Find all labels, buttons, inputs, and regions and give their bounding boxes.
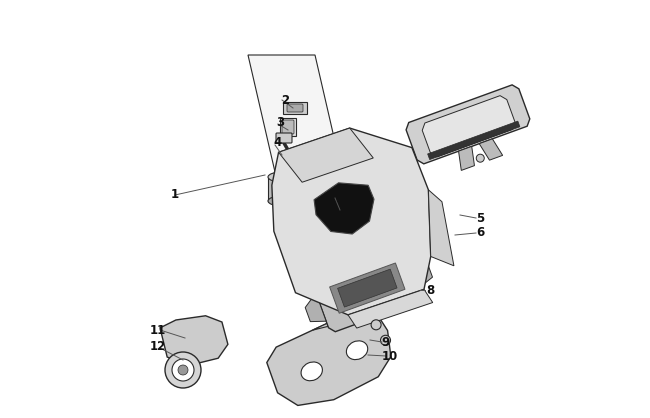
Text: 7: 7 xyxy=(334,191,342,204)
Polygon shape xyxy=(428,190,454,266)
Polygon shape xyxy=(313,248,423,332)
Polygon shape xyxy=(330,263,405,313)
Polygon shape xyxy=(410,259,432,287)
Circle shape xyxy=(178,365,188,375)
Circle shape xyxy=(371,320,381,330)
Text: 6: 6 xyxy=(476,227,484,240)
Polygon shape xyxy=(428,121,520,160)
Text: 2: 2 xyxy=(281,94,289,107)
Polygon shape xyxy=(350,259,414,297)
Polygon shape xyxy=(337,269,397,307)
Polygon shape xyxy=(160,316,228,365)
Ellipse shape xyxy=(268,172,296,182)
Polygon shape xyxy=(348,289,433,328)
Polygon shape xyxy=(458,146,474,171)
Ellipse shape xyxy=(268,196,296,206)
Polygon shape xyxy=(313,311,384,330)
Polygon shape xyxy=(479,139,502,160)
Text: 4: 4 xyxy=(274,137,282,150)
Text: 11: 11 xyxy=(150,324,166,336)
Polygon shape xyxy=(248,55,360,250)
Polygon shape xyxy=(268,177,296,201)
Polygon shape xyxy=(279,128,373,182)
Text: 5: 5 xyxy=(476,212,484,224)
Ellipse shape xyxy=(301,362,322,381)
Text: 1: 1 xyxy=(171,189,179,201)
Polygon shape xyxy=(406,85,530,164)
Polygon shape xyxy=(283,102,307,114)
Polygon shape xyxy=(306,293,326,321)
Circle shape xyxy=(380,335,391,345)
Circle shape xyxy=(165,352,201,388)
Polygon shape xyxy=(266,309,391,405)
Polygon shape xyxy=(272,128,431,315)
Ellipse shape xyxy=(346,341,368,359)
Text: 12: 12 xyxy=(150,339,166,352)
Circle shape xyxy=(172,359,194,381)
Polygon shape xyxy=(314,183,374,234)
Text: 8: 8 xyxy=(426,283,434,296)
FancyBboxPatch shape xyxy=(276,133,292,143)
Text: 10: 10 xyxy=(382,349,398,362)
FancyBboxPatch shape xyxy=(287,104,303,112)
Text: 9: 9 xyxy=(381,336,389,349)
Polygon shape xyxy=(280,118,296,136)
Text: 3: 3 xyxy=(276,115,284,128)
Polygon shape xyxy=(422,96,515,157)
FancyBboxPatch shape xyxy=(282,120,294,134)
Circle shape xyxy=(476,154,484,162)
